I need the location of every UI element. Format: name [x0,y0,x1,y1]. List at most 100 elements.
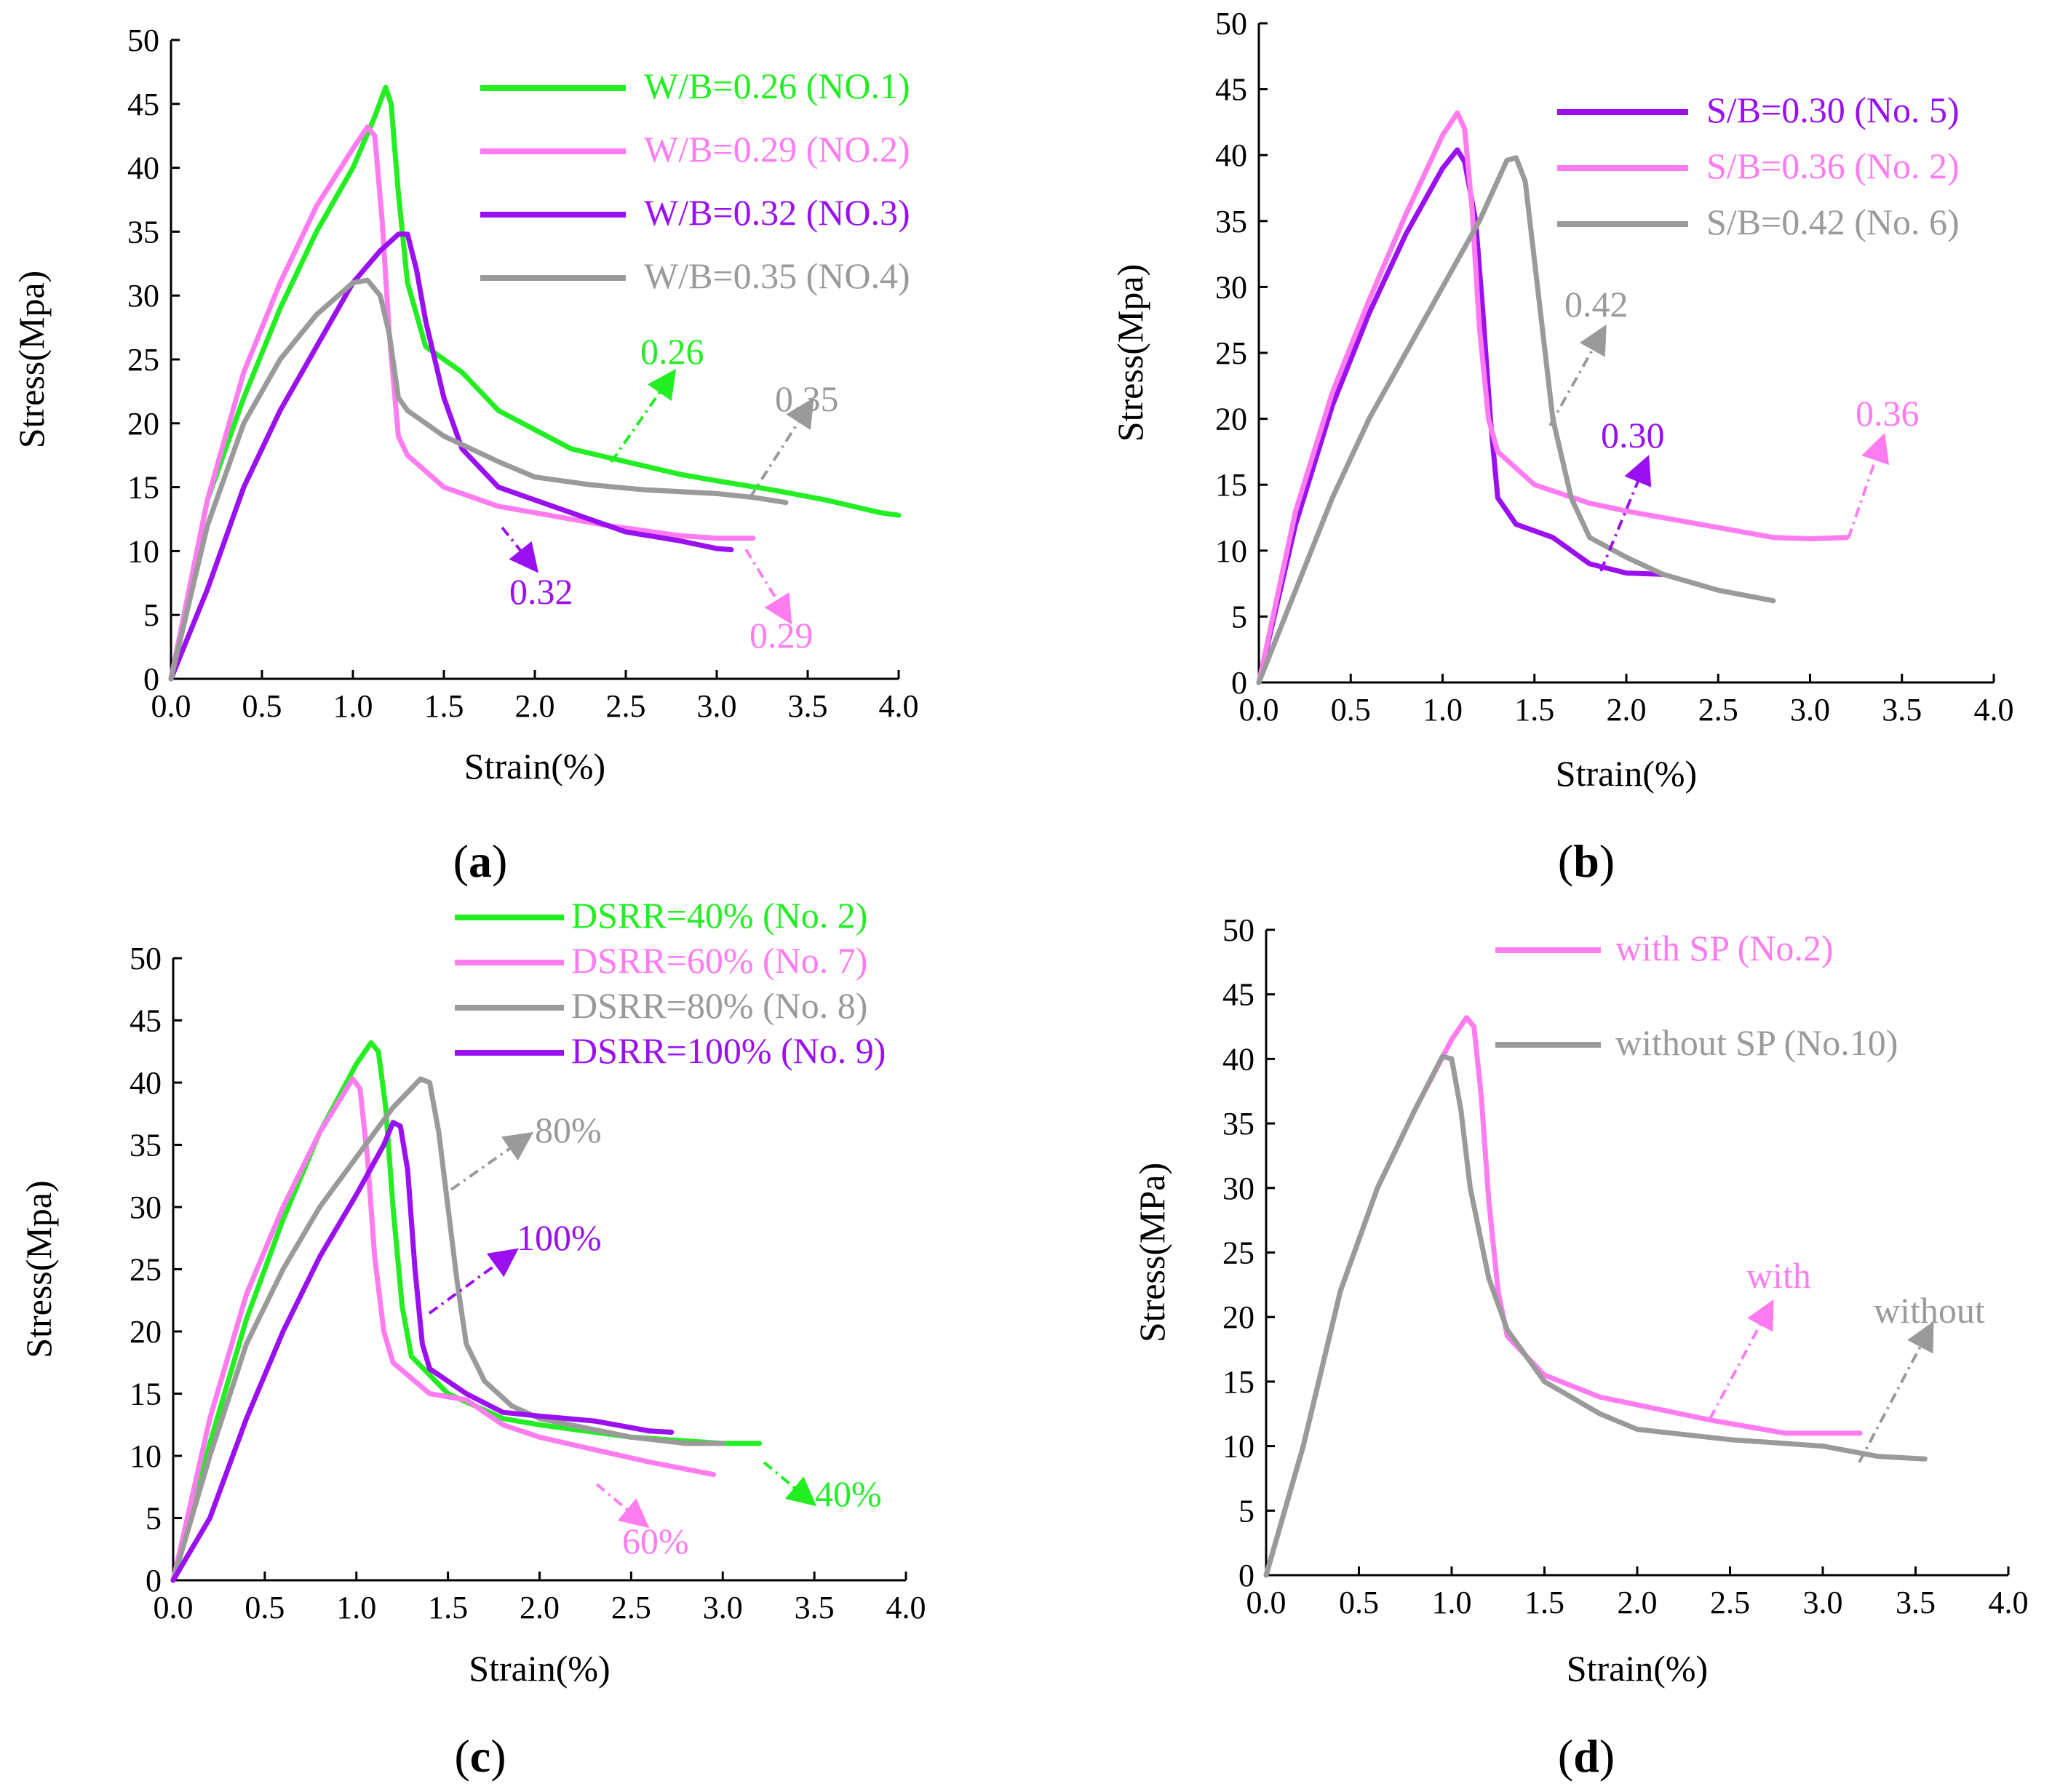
legend-entry: with SP (No.2) [1615,928,1834,968]
y-tick-label: 15 [1222,1364,1254,1400]
x-tick-label: 0.0 [151,688,191,724]
y-tick-label: 15 [130,1377,162,1412]
annotation-label: 0.26 [640,331,704,372]
legend-entry: without SP (No.10) [1615,1022,1898,1063]
annotation-label: 60% [622,1521,689,1561]
annotation-label: 80% [535,1110,602,1150]
y-tick-label: 0 [1231,665,1247,701]
x-axis-label: Strain(%) [464,746,605,787]
x-tick-label: 0.0 [1246,1585,1287,1620]
y-tick-label: 50 [1215,6,1247,41]
y-axis-label: Stress(Mpa) [1110,264,1150,442]
x-tick-label: 2.0 [520,1590,560,1625]
panel-label: (b) [1558,835,1615,887]
y-tick-label: 30 [1222,1171,1254,1206]
x-tick-label: 3.0 [697,688,737,724]
y-tick-label: 40 [127,151,159,186]
chart-panel-c: 0.0 0.5 1.0 1.5 2.0 2.5 3.0 3.5 4.0 0 5 10 15 20 25 30 3… [18,895,926,1782]
series-line [170,1076,725,1583]
x-tick-label: 0.5 [242,688,282,724]
annotation-label: 0.32 [509,571,573,612]
x-tick-label: 2.0 [1618,1585,1658,1620]
annotation-label: with [1746,1255,1811,1296]
y-tick-label: 25 [130,1252,162,1288]
legend-entry: DSRR=60% (No. 7) [571,940,867,981]
x-tick-label: 0.5 [1339,1585,1379,1620]
chart-panel-b: 0.0 0.5 1.0 1.5 2.0 2.5 3.0 3.5 4.0 0 5 10 15 20 25 30 3… [1110,6,2014,887]
legend-entry: W/B=0.35 (NO.4) [644,255,910,296]
y-tick-label: 10 [1215,533,1247,569]
y-tick-label: 40 [1215,138,1247,173]
x-tick-label: 0.0 [154,1590,194,1625]
legend-entry: S/B=0.30 (No. 5) [1706,89,1960,130]
y-tick-label: 5 [143,597,159,633]
x-tick-label: 0.0 [1239,692,1279,728]
panel-label: (a) [453,835,508,887]
y-tick-label: 25 [1215,335,1247,371]
annotation-arrow [1599,455,1652,572]
y-tick-label: 5 [1238,1493,1254,1529]
y-tick-label: 20 [127,406,159,442]
legend-entry: S/B=0.36 (No. 2) [1706,146,1960,186]
x-tick-label: 1.5 [1524,1585,1564,1620]
annotation-label: without [1874,1290,1985,1331]
x-tick-label: 1.0 [1432,1585,1472,1620]
y-tick-label: 10 [130,1438,162,1474]
x-tick-label: 3.5 [1882,692,1922,728]
series-line [1256,155,1776,685]
y-tick-label: 35 [1215,204,1247,239]
y-tick-label: 30 [127,278,159,314]
series-line [1263,1054,1928,1578]
annotation-arrow [428,1248,519,1315]
y-tick-label: 35 [130,1128,162,1163]
legend-entry: S/B=0.42 (No. 6) [1706,202,1960,242]
y-tick-label: 50 [127,23,159,58]
x-tick-label: 1.5 [428,1590,468,1625]
annotation-arrow [763,1461,817,1507]
y-tick-label: 15 [127,470,159,506]
y-tick-label: 15 [1215,467,1247,503]
annotation-arrow [1709,1299,1774,1419]
x-tick-label: 3.0 [1790,692,1830,728]
x-tick-label: 2.5 [611,1590,651,1625]
series-line [1263,1015,1863,1578]
series-line [1256,110,1850,685]
annotation-label: 100% [517,1217,602,1258]
series-line [168,277,789,682]
annotation-arrow [1858,1321,1934,1463]
x-axis-label: Strain(%) [469,1648,610,1689]
y-tick-label: 20 [1215,402,1247,437]
annotation-label: 0.36 [1856,393,1920,434]
y-tick-label: 10 [1222,1429,1254,1465]
y-tick-label: 35 [127,214,159,250]
y-tick-label: 45 [130,1003,162,1039]
y-tick-label: 0 [143,661,159,697]
legend-entry: DSRR=100% (No. 9) [571,1030,886,1071]
annotation-arrow [1847,432,1890,539]
y-tick-label: 20 [130,1314,162,1350]
y-tick-label: 5 [1231,599,1247,634]
y-tick-label: 20 [1222,1299,1254,1335]
annotation-label: 0.42 [1564,284,1629,324]
y-axis-label: Stress(Mpa) [11,271,52,448]
y-tick-label: 5 [146,1501,162,1537]
x-tick-label: 0.5 [244,1590,285,1625]
annotation-arrow [1548,324,1607,426]
y-axis-label: Stress(Mpa) [18,1180,59,1358]
annotation-label: 0.35 [775,378,839,419]
y-tick-label: 25 [1222,1235,1254,1271]
series-line [168,231,734,682]
x-tick-label: 2.5 [1698,692,1738,728]
x-tick-label: 3.0 [1803,1585,1843,1620]
x-tick-label: 3.5 [795,1590,835,1625]
y-tick-label: 0 [146,1563,162,1598]
x-tick-label: 0.5 [1331,692,1371,728]
chart-panel-d: 0.0 0.5 1.0 1.5 2.0 2.5 3.0 3.5 4.0 0 5 10 15 20 25 30 3… [1132,912,2029,1782]
x-tick-label: 4.0 [886,1590,926,1625]
panel-label: (c) [454,1730,506,1782]
x-tick-label: 2.5 [1710,1585,1750,1620]
annotation-arrow [450,1131,534,1191]
chart-panel-a: 0.0 0.5 1.0 1.5 2.0 2.5 3.0 3.5 4.0 0 5 10 15 20 25 30 3… [11,23,919,887]
x-axis-label: Strain(%) [1556,753,1697,794]
y-tick-label: 0 [1238,1558,1254,1593]
